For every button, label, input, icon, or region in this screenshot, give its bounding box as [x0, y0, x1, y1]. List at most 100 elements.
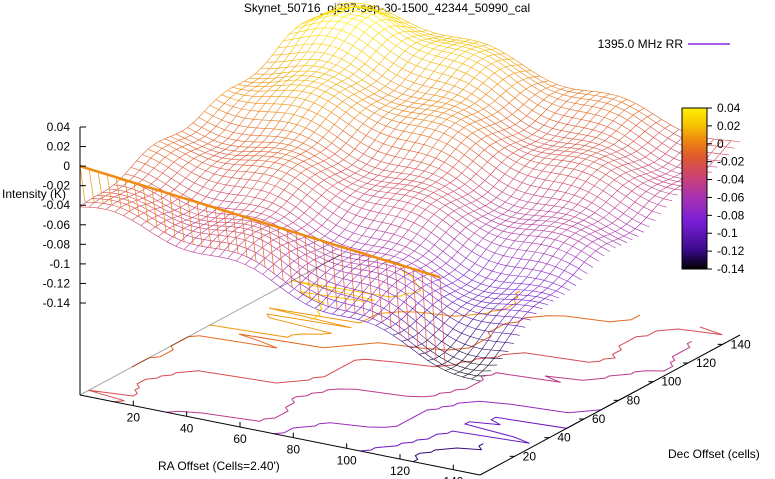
mesh-line	[355, 10, 364, 13]
mesh-line	[285, 251, 292, 256]
mesh-line	[334, 293, 341, 301]
mesh-line	[521, 311, 529, 319]
mesh-line	[496, 197, 506, 203]
mesh-line	[594, 179, 601, 186]
mesh-line	[165, 156, 175, 163]
mesh-line	[349, 195, 359, 200]
mesh-line	[585, 175, 592, 182]
mesh-line	[449, 155, 459, 162]
mesh-line	[609, 111, 619, 116]
mesh-line	[370, 57, 380, 65]
mesh-line	[463, 275, 473, 281]
mesh-line	[564, 147, 571, 152]
mesh-line	[665, 184, 672, 188]
mesh-line	[287, 96, 297, 98]
mesh-line	[152, 217, 162, 224]
mesh-line	[537, 83, 547, 89]
mesh-line	[512, 149, 519, 154]
mesh-line	[264, 82, 271, 87]
mesh-line	[469, 305, 476, 311]
mesh-line	[171, 202, 181, 208]
mesh-line	[494, 72, 504, 80]
mesh-line	[323, 311, 333, 315]
mesh-line	[472, 295, 479, 300]
mesh-line	[499, 323, 508, 325]
mesh-line	[356, 255, 363, 260]
mesh-line	[455, 306, 462, 312]
mesh-line	[552, 145, 562, 148]
mesh-line	[260, 190, 270, 194]
mesh-line	[602, 184, 609, 191]
mesh-line	[213, 135, 220, 141]
mesh-line	[456, 37, 462, 41]
mesh-line	[648, 178, 655, 181]
mesh-line	[447, 193, 457, 200]
mesh-line	[417, 108, 427, 110]
mesh-line	[554, 218, 561, 223]
mesh-line	[624, 135, 634, 142]
mesh-line	[544, 157, 554, 160]
mesh-line	[321, 189, 328, 196]
mesh-line	[376, 203, 385, 206]
mesh-line	[395, 25, 405, 32]
mesh-line	[610, 135, 620, 141]
mesh-line	[394, 148, 402, 157]
mesh-line	[250, 134, 260, 136]
mesh-line	[192, 251, 202, 255]
mesh-line	[540, 109, 547, 116]
mesh-line	[338, 229, 346, 236]
mesh-line	[438, 352, 445, 357]
mesh-line	[462, 58, 469, 64]
mesh-line	[499, 342, 506, 351]
mesh-line	[420, 265, 427, 269]
mesh-line	[264, 96, 271, 104]
mesh-line	[421, 40, 431, 44]
mesh-line	[578, 127, 585, 135]
mesh-line	[388, 94, 398, 99]
mesh-line	[446, 285, 456, 292]
mesh-line	[488, 100, 495, 106]
mesh-line	[444, 162, 454, 168]
mesh-line	[289, 177, 296, 184]
mesh-line	[480, 277, 487, 285]
x-tick-label: 100	[337, 453, 357, 467]
mesh-line	[545, 85, 552, 89]
mesh-line	[361, 186, 371, 190]
mesh-line	[299, 254, 306, 258]
mesh-line	[374, 132, 381, 141]
mesh-line	[560, 87, 567, 90]
mesh-line	[472, 114, 482, 120]
mesh-line	[352, 15, 359, 19]
mesh-line	[540, 244, 550, 247]
mesh-line	[108, 199, 118, 202]
mesh-line	[422, 200, 432, 205]
mesh-line	[222, 169, 229, 177]
mesh-line	[593, 147, 603, 151]
mesh-line	[505, 342, 514, 344]
mesh-line	[394, 290, 402, 297]
mesh-line	[489, 302, 499, 305]
mesh-line	[353, 69, 360, 75]
mesh-line	[464, 41, 474, 44]
mesh-line	[584, 145, 594, 148]
mesh-line	[316, 106, 323, 114]
mesh-line	[283, 183, 290, 191]
mesh-line	[513, 199, 520, 206]
mesh-line	[207, 121, 217, 127]
mesh-line	[556, 150, 565, 152]
mesh-line	[378, 32, 388, 40]
mesh-line	[552, 103, 562, 108]
mesh-line	[476, 356, 486, 359]
mesh-line	[383, 163, 390, 171]
mesh-line	[453, 207, 460, 212]
mesh-line	[631, 190, 641, 197]
mesh-line	[308, 155, 315, 159]
mesh-line	[250, 258, 260, 264]
mesh-line	[378, 175, 388, 178]
mesh-line	[524, 300, 531, 306]
mesh-line	[439, 45, 448, 48]
mesh-line	[667, 137, 677, 144]
contour-line	[209, 290, 521, 338]
mesh-line	[298, 80, 305, 86]
mesh-line	[465, 227, 475, 234]
